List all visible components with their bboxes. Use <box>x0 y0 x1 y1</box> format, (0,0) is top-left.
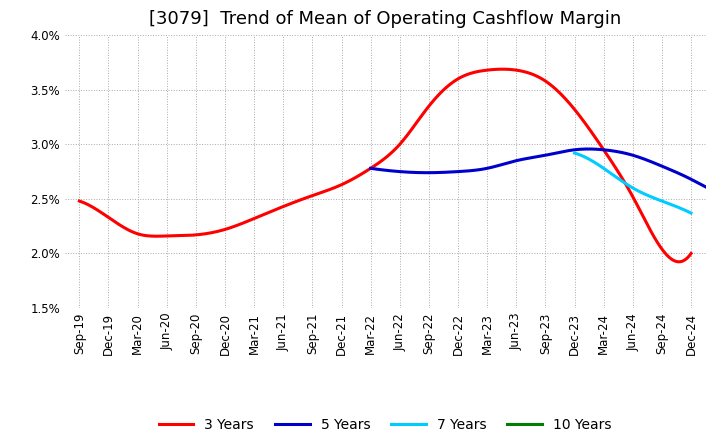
Legend: 3 Years, 5 Years, 7 Years, 10 Years: 3 Years, 5 Years, 7 Years, 10 Years <box>153 412 617 437</box>
Title: [3079]  Trend of Mean of Operating Cashflow Margin: [3079] Trend of Mean of Operating Cashfl… <box>149 10 621 28</box>
